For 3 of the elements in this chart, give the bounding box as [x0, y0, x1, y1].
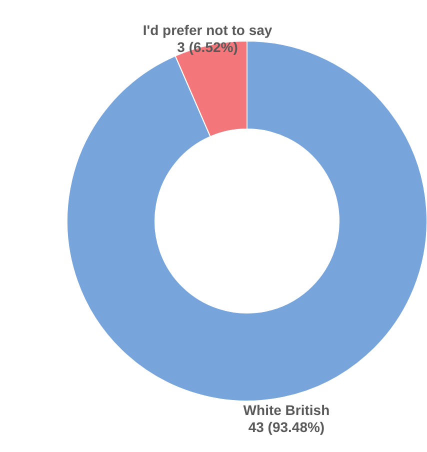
slice-label: I'd prefer not to say [142, 22, 272, 38]
slice-label: White British [243, 402, 330, 418]
data-label: 43 (93.48%) [248, 418, 325, 435]
